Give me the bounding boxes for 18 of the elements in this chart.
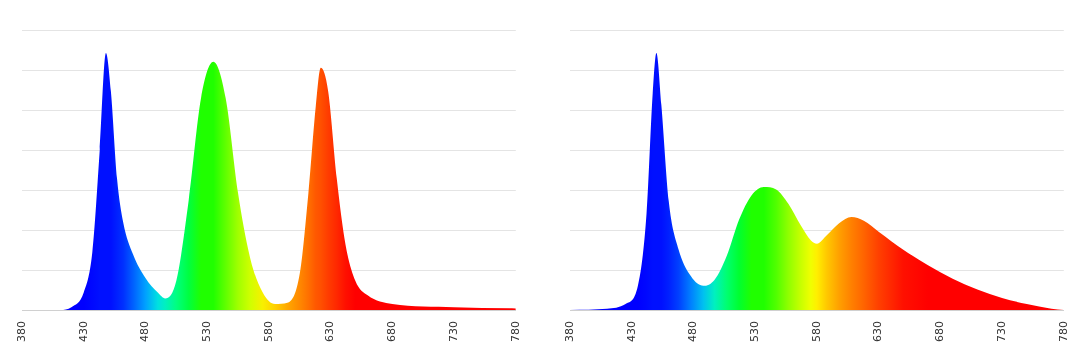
x-tick-label: 530 (748, 321, 762, 342)
x-tick-label: 430 (76, 321, 90, 342)
x-tick-label: 480 (138, 321, 152, 342)
x-tick-label: 730 (994, 321, 1008, 342)
x-tick-label: 630 (323, 321, 337, 342)
x-tick-label: 780 (1056, 321, 1070, 342)
x-tick-label: 680 (385, 321, 399, 342)
x-tick-label: 480 (686, 321, 700, 342)
x-tick-label: 680 (933, 321, 947, 342)
x-tick-label: 780 (508, 321, 522, 342)
x-tick-label: 730 (446, 321, 460, 342)
x-tick-label: 630 (871, 321, 885, 342)
x-tick-label: 580 (261, 321, 275, 342)
x-tick-label: 380 (14, 321, 28, 342)
x-tick-label: 430 (624, 321, 638, 342)
x-tick-label: 380 (562, 321, 576, 342)
x-tick-label: 580 (809, 321, 823, 342)
x-tick-label: 530 (200, 321, 214, 342)
